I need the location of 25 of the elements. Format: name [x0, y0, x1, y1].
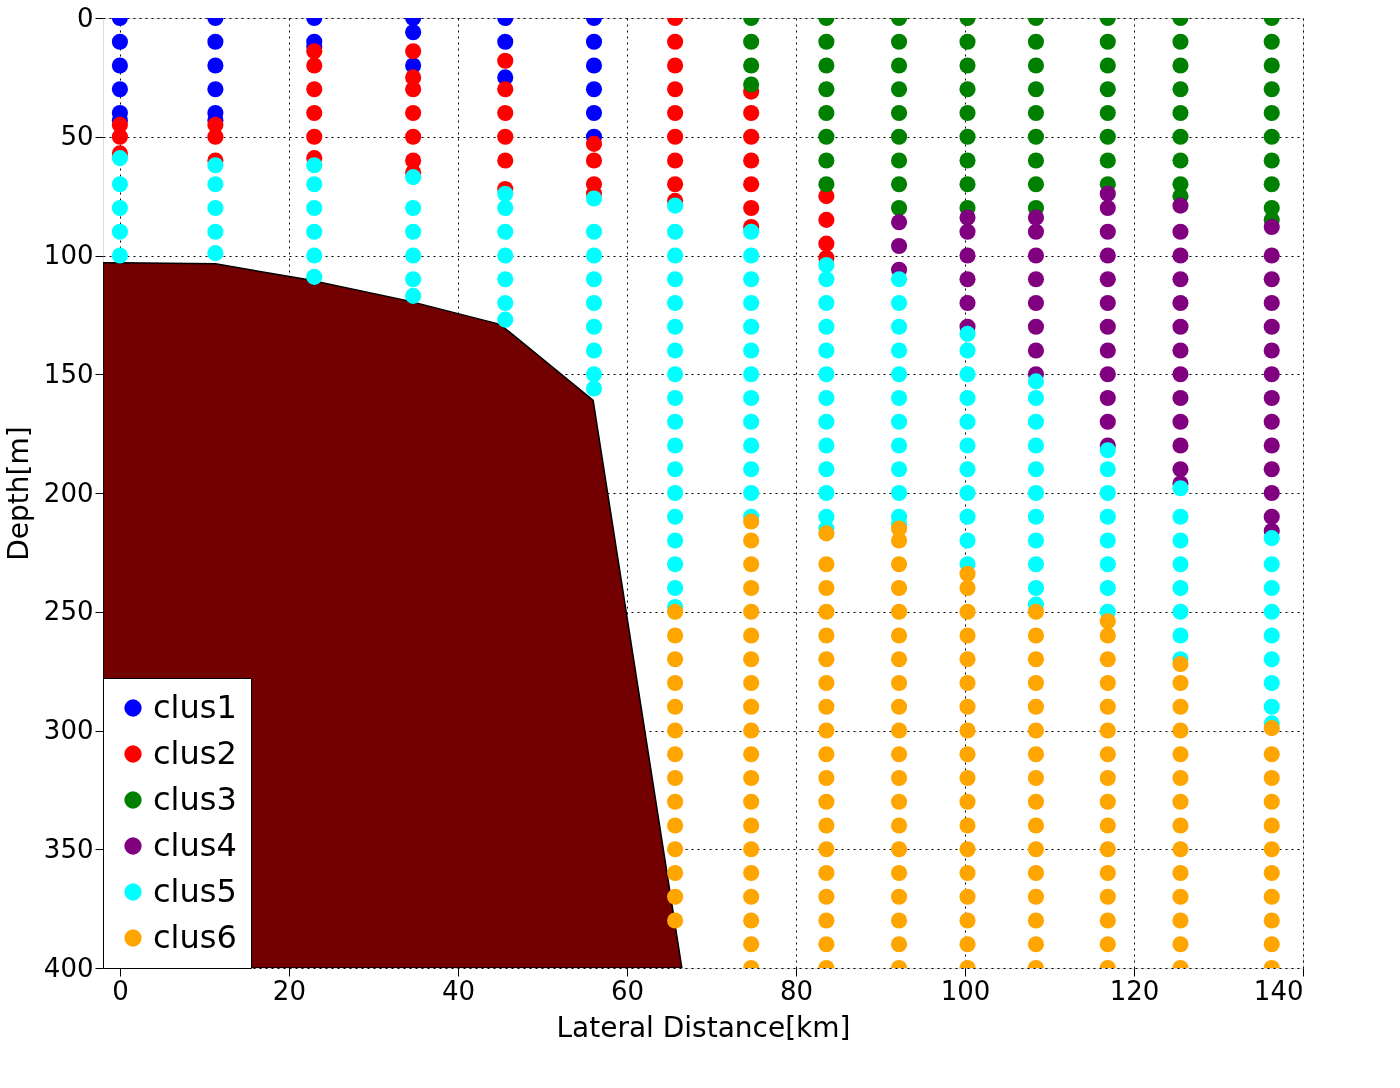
legend-label: clus2	[153, 734, 237, 772]
y-tick-label: 100	[43, 240, 94, 270]
y-tick-label: 150	[43, 358, 94, 389]
y-tick-label: 200	[43, 477, 94, 508]
legend-label: clus5	[153, 872, 237, 910]
y-tick-label: 300	[43, 715, 94, 745]
x-tick-label: 100	[940, 975, 991, 1006]
x-tick-label: 60	[610, 975, 644, 1006]
x-axis-title: Lateral Distance[km]	[556, 1010, 851, 1044]
y-axis-title: Depth[m]	[1, 426, 35, 561]
legend-label: clus4	[153, 826, 237, 864]
x-tick-label: 20	[272, 975, 306, 1006]
y-tick-label: 50	[60, 121, 94, 152]
y-tick-label: 250	[43, 596, 94, 627]
legend-label: clus3	[153, 780, 237, 818]
y-tick-label: 350	[43, 833, 94, 864]
x-tick-label: 40	[441, 975, 475, 1006]
legend-label: clus6	[153, 918, 237, 956]
y-tick-label: 0	[76, 2, 94, 33]
x-tick-label: 0	[112, 975, 129, 1006]
x-tick-label: 120	[1109, 975, 1160, 1006]
legend-label: clus1	[153, 688, 237, 726]
x-tick-label: 80	[779, 975, 813, 1006]
y-tick-label: 400	[43, 952, 94, 983]
x-tick-label: 140	[1253, 975, 1304, 1006]
